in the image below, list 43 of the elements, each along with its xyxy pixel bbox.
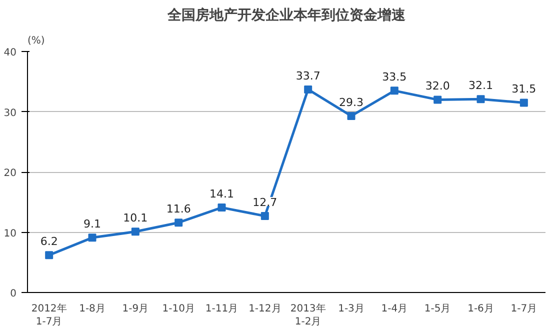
data-label: 10.1 — [123, 212, 148, 225]
data-label: 14.1 — [210, 188, 234, 201]
point — [45, 251, 54, 260]
y-tick-label: 30 — [4, 108, 17, 119]
data-label: 6.2 — [40, 235, 58, 248]
point — [520, 98, 528, 107]
x-tick-label: 1-8月 — [79, 304, 106, 314]
x-tick-label: 1-3月 — [338, 304, 364, 314]
x-tick-label: 1-11月 — [205, 304, 238, 314]
data-label: 29.3 — [339, 96, 364, 109]
x-tick-label: 2012年 1-7月 — [31, 302, 67, 328]
data-label: 12.7 — [252, 196, 278, 209]
chart-title: 全国房地产开发企业本年到位资金增速 — [166, 6, 406, 24]
data-label: 32.0 — [425, 80, 450, 93]
x-tick-label: 1-4月 — [381, 304, 408, 314]
data-label: 33.5 — [382, 70, 407, 84]
data-label: 31.5 — [512, 82, 536, 96]
data-label: 33.7 — [296, 69, 320, 82]
point — [434, 96, 442, 104]
y-tick-label: 40 — [4, 48, 17, 58]
point — [131, 228, 140, 236]
point — [218, 204, 226, 212]
x-tick-label: 1-7月 — [510, 304, 538, 314]
y-tick-label: 0 — [10, 288, 17, 300]
point — [88, 234, 96, 242]
x-tick-label: 2013年 1-2月 — [290, 302, 326, 328]
y-axis-title: (%) — [28, 36, 45, 46]
point — [476, 95, 485, 104]
x-tick-label: 1-9月 — [122, 304, 149, 314]
y-tick-label: 20 — [4, 168, 17, 179]
data-label: 32.1 — [468, 79, 494, 92]
point — [304, 85, 312, 94]
x-tick-label: 1-12月 — [248, 304, 282, 314]
data-label: 9.1 — [84, 218, 102, 231]
point — [390, 86, 398, 95]
x-tick-label: 1-10月 — [162, 304, 195, 314]
x-tick-label: 1-5月 — [424, 304, 451, 314]
point — [174, 218, 183, 227]
y-tick-label: 10 — [4, 228, 17, 240]
point — [260, 212, 269, 220]
data-label: 11.6 — [166, 202, 191, 216]
x-tick-label: 1-6月 — [468, 304, 494, 314]
point — [347, 112, 356, 120]
